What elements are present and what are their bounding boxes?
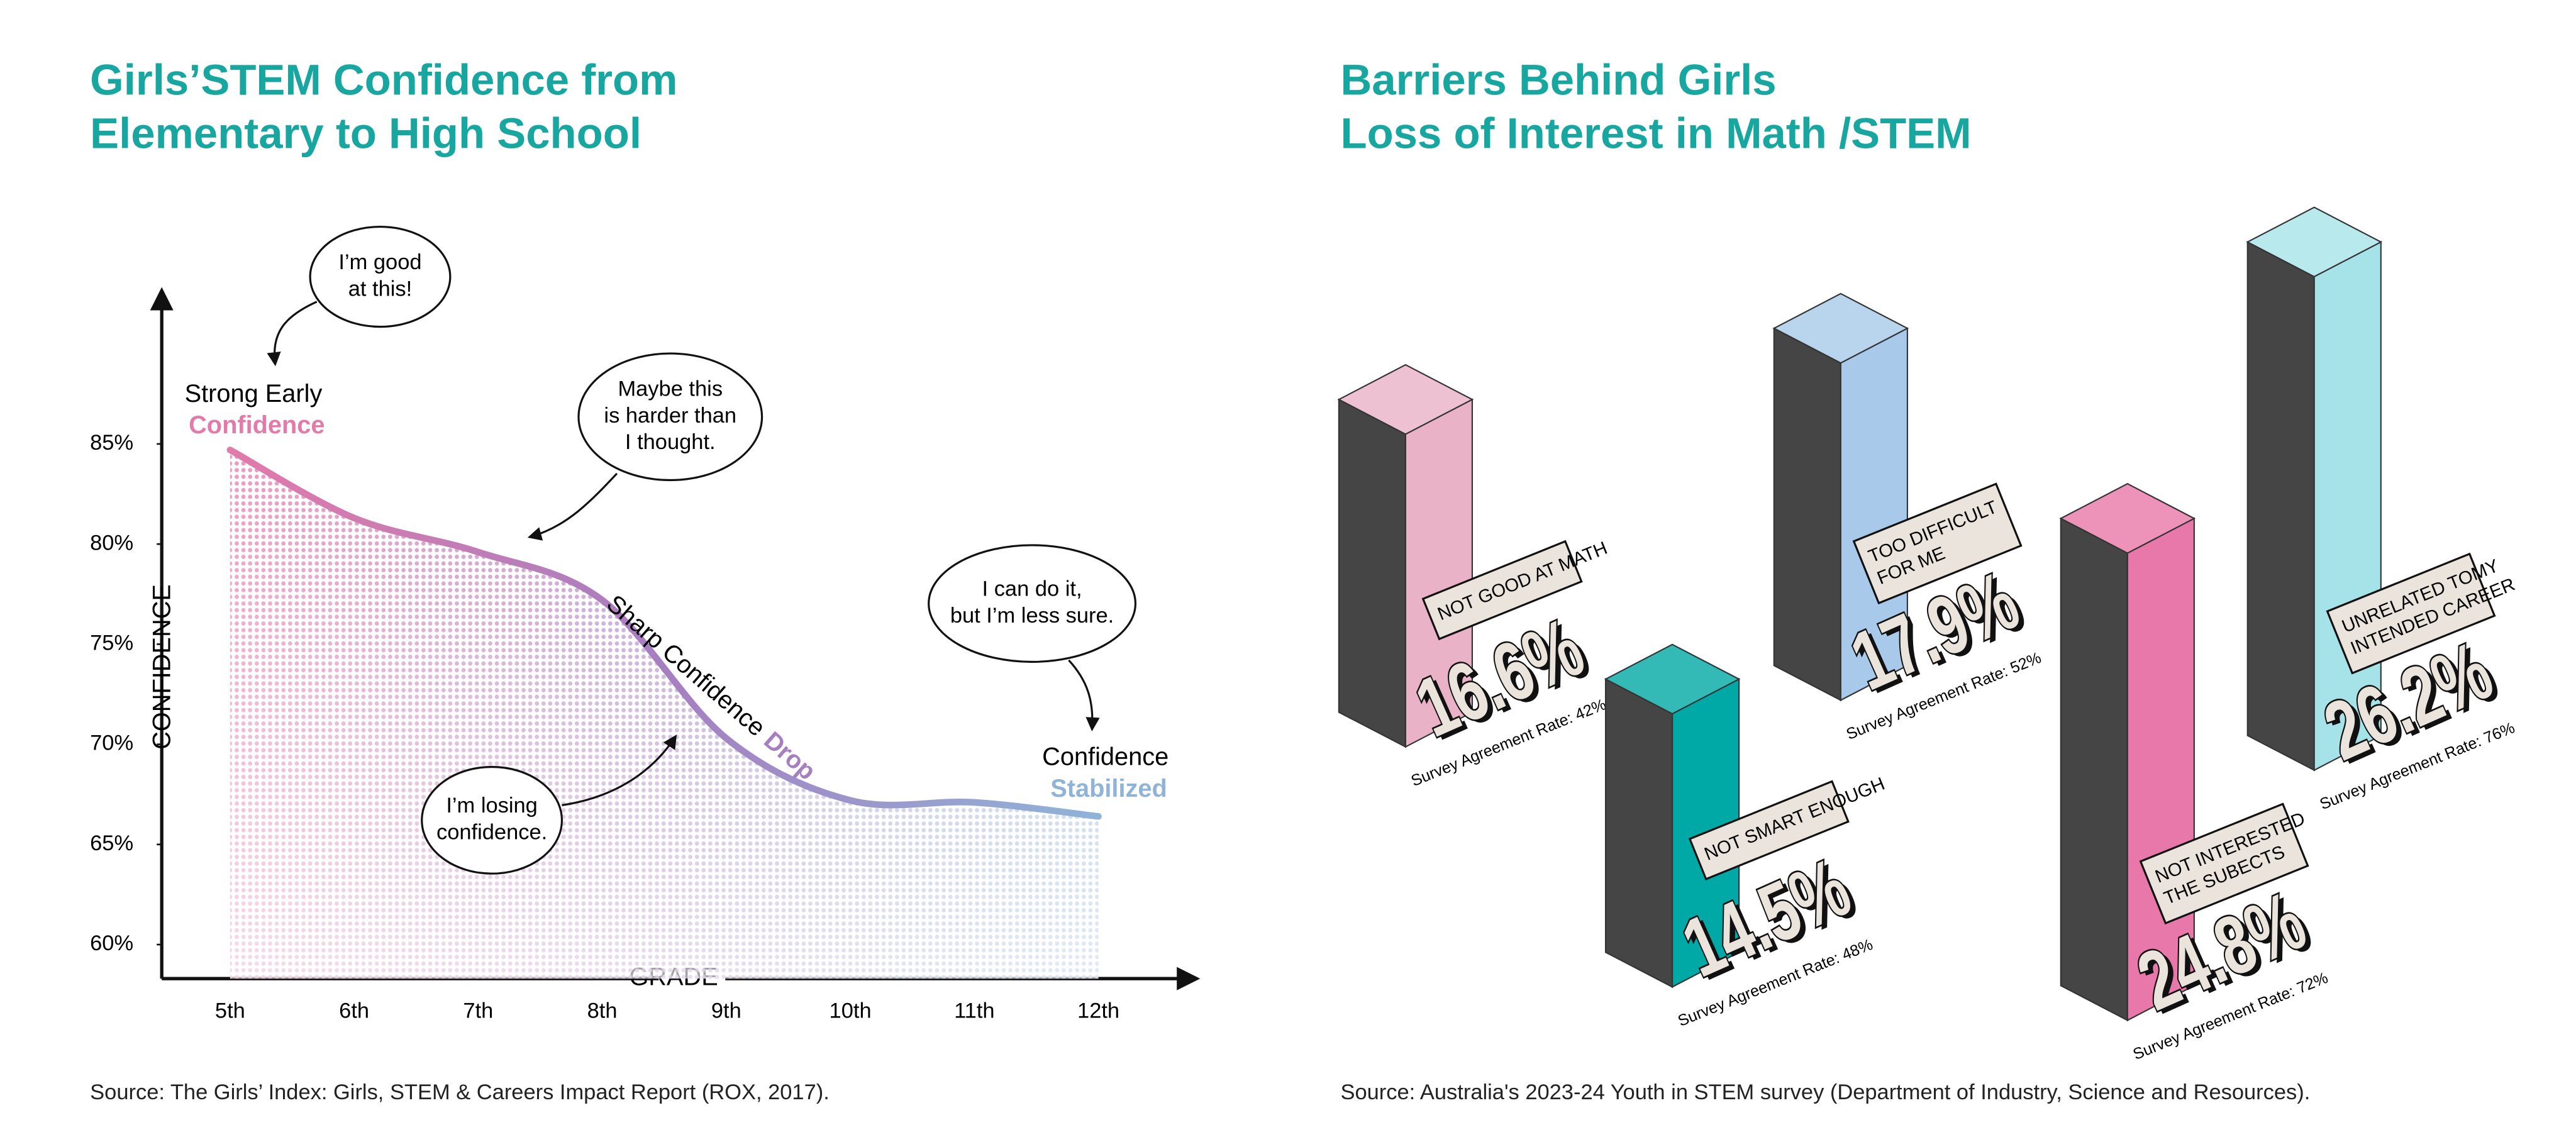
- chart-title: Girls’STEM Confidence from Elementary to …: [90, 56, 677, 158]
- x-tick-label: 11th: [954, 999, 995, 1023]
- y-tick-label: 85%: [90, 431, 133, 455]
- bubble-text: I can do it, but I’m less sure.: [950, 577, 1114, 628]
- bubble-text: Maybe this is harder than I thought.: [604, 377, 736, 454]
- bar-side: [2246, 241, 2315, 772]
- y-axis-label: CONFIDENCE: [148, 584, 175, 750]
- y-tick-label: 80%: [90, 531, 133, 555]
- y-tick-label: 75%: [90, 631, 133, 655]
- bar-side: [1773, 327, 1841, 702]
- bar-top: [1772, 292, 1909, 364]
- chart-title-line: Barriers Behind Girls: [1341, 56, 1777, 104]
- bar-top: [2059, 483, 2196, 554]
- x-tick-label: 9th: [711, 999, 741, 1023]
- x-tick-label: 8th: [587, 999, 618, 1023]
- bubble-text: I’m good at this!: [338, 250, 421, 301]
- bubble-arrow: [527, 472, 618, 541]
- annotation: Stabilized: [1050, 775, 1167, 802]
- bubble-text-line: I thought.: [625, 430, 716, 454]
- source: Source: The Girls’ Index: Girls, STEM & …: [90, 1080, 830, 1104]
- bar-side: [2060, 517, 2128, 1022]
- bubble-text-line: I can do it,: [982, 577, 1082, 601]
- bar-side: [1604, 678, 1674, 989]
- bubble-text-line: but I’m less sure.: [950, 604, 1114, 628]
- tag-box: [2139, 802, 2309, 925]
- x-tick-label: 5th: [215, 999, 245, 1023]
- bubble-text-line: I’m good: [338, 250, 421, 274]
- x-tick-label: 10th: [830, 999, 872, 1023]
- bar-side: [1338, 398, 1406, 748]
- bar: [1337, 363, 1474, 748]
- annotation: Strong Early: [185, 380, 323, 407]
- chart-title-line: Elementary to High School: [90, 109, 641, 158]
- y-tick-label: 65%: [90, 831, 133, 855]
- bubble-arrow: [562, 735, 677, 807]
- speech-bubble: [309, 225, 452, 328]
- tag-box: [1688, 780, 1850, 880]
- tag-box: [2326, 552, 2496, 675]
- chart-title: Barriers Behind Girls Loss of Interest in…: [1341, 56, 1972, 158]
- x-tick-label: 12th: [1077, 999, 1119, 1023]
- bubble-text-line: confidence.: [436, 821, 547, 845]
- annotation: Confidence: [1042, 743, 1169, 771]
- bar-top: [1337, 363, 1474, 435]
- y-tick-label: 70%: [90, 731, 133, 755]
- bubble-text-line: is harder than: [604, 404, 736, 428]
- x-tick-label: 6th: [339, 999, 369, 1023]
- bubble-text-line: Maybe this: [618, 377, 723, 401]
- tag-box: [1852, 482, 2023, 605]
- bar-top: [2246, 206, 2383, 278]
- bubble-text-line: at this!: [348, 277, 413, 301]
- chart-title-line: Loss of Interest in Math /STEM: [1341, 109, 1972, 158]
- bar: [1772, 292, 1909, 702]
- bar-top: [1604, 643, 1741, 715]
- area-fade: [230, 450, 1099, 979]
- speech-bubble: [421, 765, 564, 875]
- line: [226, 446, 1102, 820]
- bubble-arrow: [1068, 659, 1100, 731]
- speech-bubble: [577, 352, 763, 482]
- chart-title-line: Girls’STEM Confidence from: [90, 56, 677, 104]
- bubble-text: I’m losing confidence.: [436, 794, 547, 844]
- x-tick-label: 7th: [463, 999, 493, 1023]
- annotation: Confidence: [189, 411, 325, 439]
- source: Source: Australia's 2023-24 Youth in STE…: [1341, 1080, 2311, 1104]
- bubble-text-line: I’m losing: [446, 794, 538, 818]
- tag-box: [1421, 540, 1583, 641]
- bubble-arrow: [267, 301, 318, 367]
- y-tick-label: 60%: [90, 931, 133, 955]
- speech-bubble: [928, 544, 1137, 663]
